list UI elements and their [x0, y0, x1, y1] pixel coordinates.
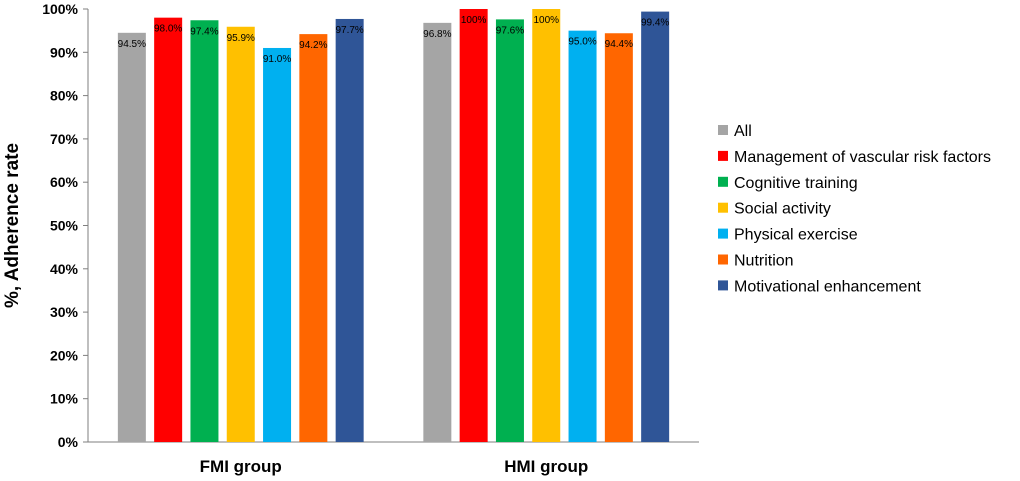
- legend-swatch: [718, 202, 728, 213]
- data-label: 94.2%: [299, 40, 327, 51]
- y-tick-label: 40%: [50, 261, 79, 277]
- data-label: 97.6%: [496, 25, 524, 36]
- y-tick-label: 10%: [50, 391, 79, 407]
- legend-label: Social activity: [734, 201, 831, 218]
- bar: [335, 18, 364, 443]
- y-tick-label: 60%: [50, 174, 79, 190]
- data-label: 94.4%: [605, 39, 633, 50]
- legend-swatch: [718, 125, 728, 135]
- data-label: 98.0%: [154, 24, 182, 35]
- bar: [495, 19, 524, 443]
- legend-label: Cognitive training: [734, 175, 858, 192]
- legend-swatch: [718, 150, 728, 161]
- y-tick-label: 100%: [42, 1, 78, 17]
- legend-label: All: [734, 123, 752, 140]
- bar: [226, 26, 255, 443]
- data-label: 97.7%: [335, 25, 363, 36]
- bar: [423, 22, 452, 443]
- bar: [532, 9, 561, 442]
- y-tick-label: 20%: [50, 347, 79, 363]
- legend-swatch: [718, 254, 728, 265]
- data-label: 97.4%: [190, 26, 218, 37]
- bar: [190, 20, 219, 443]
- data-label: 100%: [533, 15, 559, 26]
- legend-swatch: [718, 228, 728, 239]
- bar: [263, 47, 292, 442]
- bar: [117, 32, 146, 442]
- data-label: 100%: [461, 15, 487, 26]
- legend-label: Management of vascular risk factors: [734, 149, 991, 166]
- bar: [568, 30, 597, 443]
- bar: [459, 9, 488, 442]
- data-label: 95.9%: [227, 33, 255, 44]
- x-category-label: FMI group: [200, 457, 282, 476]
- y-tick-label: 70%: [50, 131, 79, 147]
- bar: [154, 17, 183, 442]
- bar: [641, 11, 670, 443]
- legend-label: Motivational enhancement: [734, 278, 921, 295]
- data-label: 95.0%: [568, 37, 596, 48]
- y-tick-label: 50%: [50, 218, 79, 234]
- data-label: 96.8%: [423, 29, 451, 40]
- y-tick-label: 30%: [50, 304, 79, 320]
- y-tick-label: 0%: [58, 434, 79, 450]
- x-category-label: HMI group: [504, 457, 588, 476]
- y-tick-label: 80%: [50, 88, 79, 104]
- data-label: 99.4%: [641, 18, 669, 29]
- bar: [604, 33, 633, 443]
- bar: [299, 34, 328, 442]
- legend-swatch: [718, 176, 728, 187]
- data-label: 91.0%: [263, 54, 291, 65]
- legend-label: Physical exercise: [734, 227, 858, 244]
- data-label: 94.5%: [118, 39, 146, 50]
- legend-label: Nutrition: [734, 253, 794, 270]
- legend-swatch: [718, 280, 728, 291]
- y-tick-label: 90%: [50, 44, 79, 60]
- y-axis-title: %, Adherence rate: [2, 143, 23, 308]
